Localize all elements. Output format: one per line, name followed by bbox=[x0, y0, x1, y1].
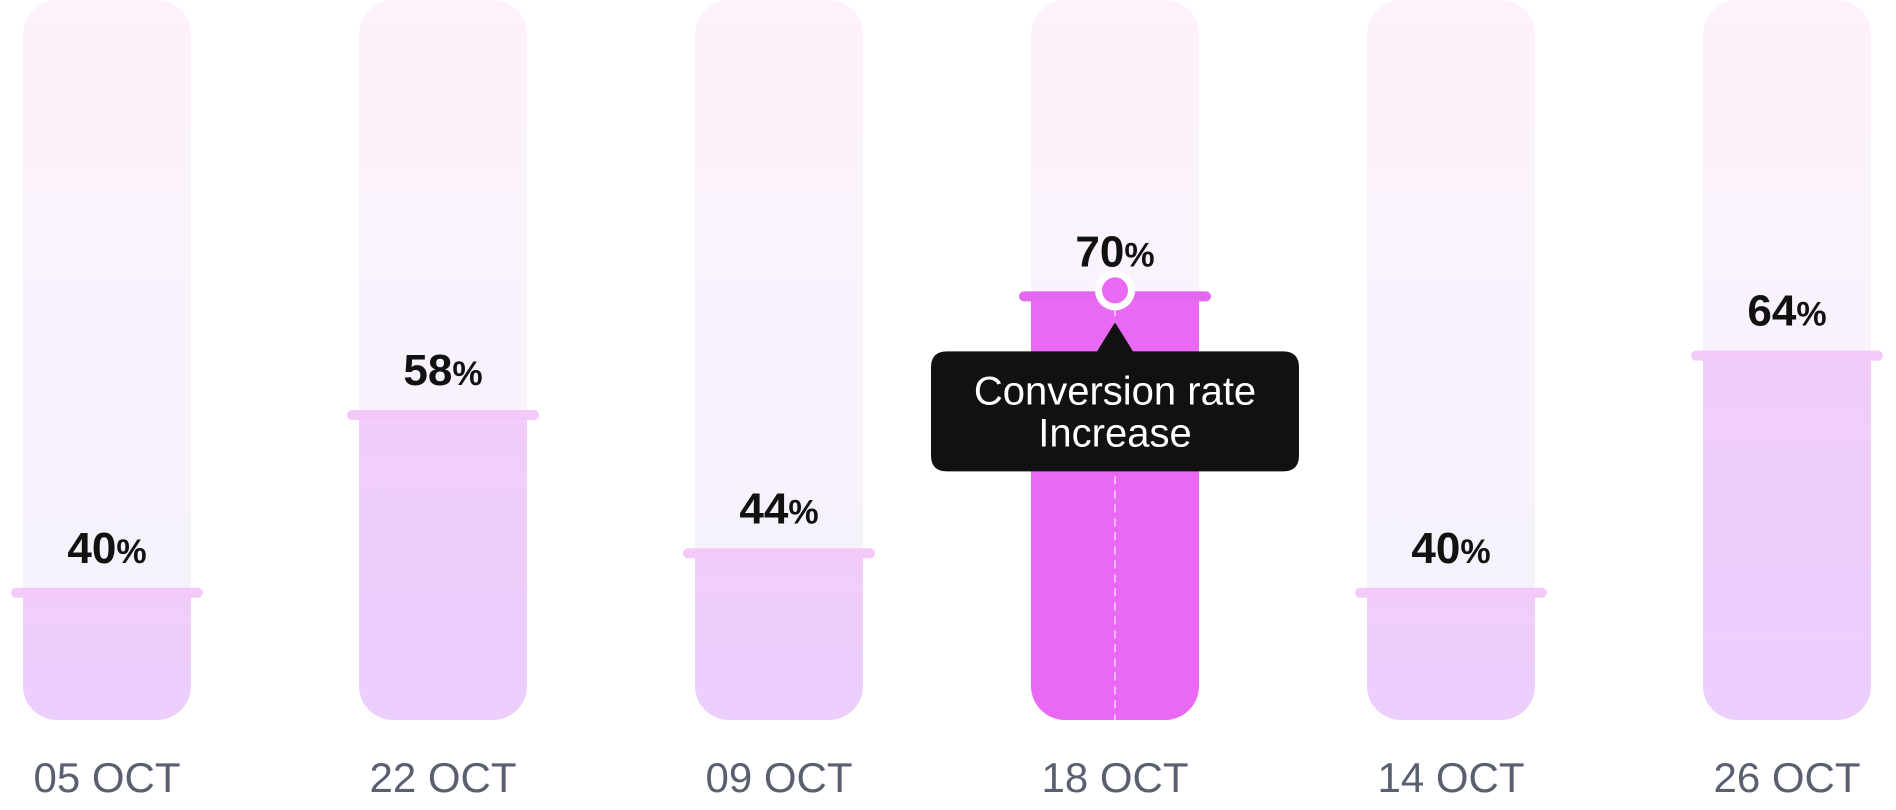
bar-group[interactable] bbox=[683, 0, 875, 720]
category-label: 05 OCT bbox=[33, 754, 180, 801]
bar-cap bbox=[1691, 350, 1883, 361]
bar-group[interactable] bbox=[11, 0, 203, 720]
value-label: 44% bbox=[739, 484, 818, 533]
labels-layer: 40% 05 OCT 58% 22 OCT 44% 09 OCT 70% 18 OCT 40% 1… bbox=[33, 227, 1860, 801]
bar-track bbox=[23, 0, 191, 720]
bar[interactable] bbox=[359, 414, 527, 720]
value-label: 70% bbox=[1075, 227, 1154, 276]
tooltip-line-2: Increase bbox=[1038, 411, 1191, 455]
value-label: 40% bbox=[1411, 524, 1490, 573]
bar-track bbox=[1367, 0, 1535, 720]
bar-group[interactable] bbox=[347, 0, 539, 720]
value-label: 40% bbox=[67, 524, 146, 573]
marker-dot bbox=[1102, 277, 1128, 304]
tooltip-box bbox=[931, 322, 1299, 472]
bar-cap bbox=[1355, 587, 1547, 598]
value-label: 64% bbox=[1747, 287, 1826, 336]
bar[interactable] bbox=[23, 592, 191, 720]
category-label: 22 OCT bbox=[369, 754, 516, 801]
bar[interactable] bbox=[1367, 592, 1535, 720]
bar-cap bbox=[11, 587, 203, 598]
bar[interactable] bbox=[695, 553, 863, 720]
bar-group[interactable] bbox=[1355, 0, 1547, 720]
tooltip-line-1: Conversion rate bbox=[974, 369, 1256, 413]
bar-cap bbox=[683, 548, 875, 559]
bar[interactable] bbox=[1703, 355, 1871, 720]
category-label: 26 OCT bbox=[1713, 754, 1860, 801]
category-label: 14 OCT bbox=[1377, 754, 1524, 801]
category-label: 09 OCT bbox=[705, 754, 852, 801]
bar-track bbox=[695, 0, 863, 720]
bar-cap bbox=[347, 409, 539, 420]
tooltip: Conversion rate Increase bbox=[931, 322, 1299, 472]
category-label: 18 OCT bbox=[1041, 754, 1188, 801]
value-label: 58% bbox=[403, 346, 482, 395]
bar-group[interactable] bbox=[1691, 0, 1883, 720]
